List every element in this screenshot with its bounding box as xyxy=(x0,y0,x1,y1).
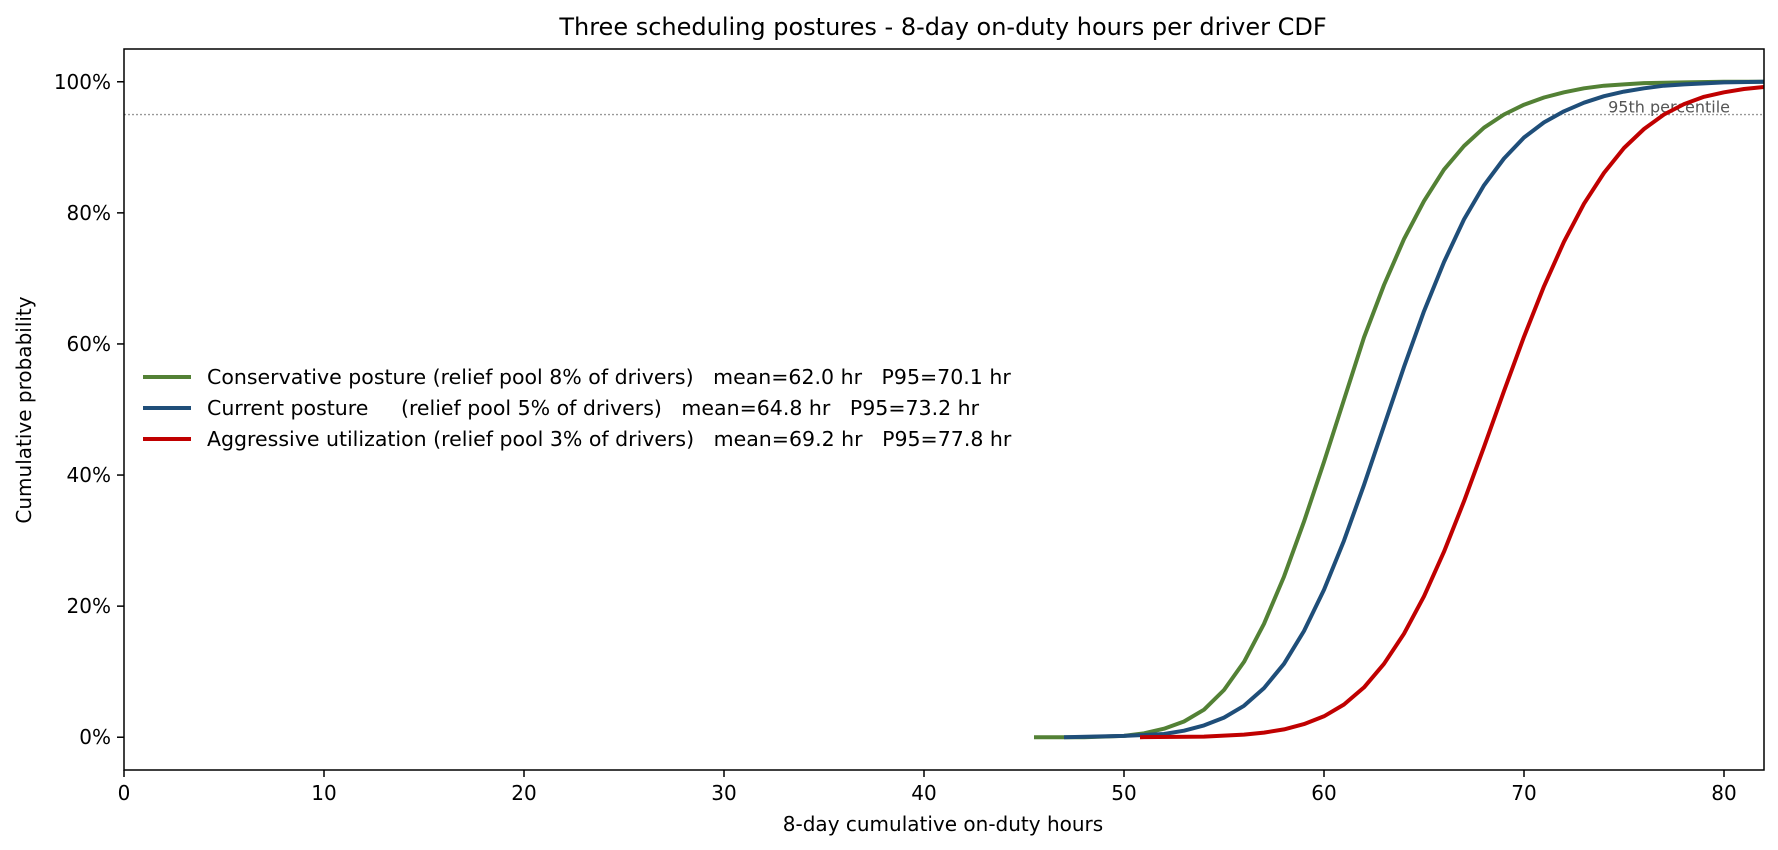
legend-label-3: Aggressive utilization (relief pool 3% o… xyxy=(207,427,1012,451)
x-tick-label: 30 xyxy=(711,781,736,805)
x-tick-label: 0 xyxy=(118,781,131,805)
legend: Conservative posture (relief pool 8% of … xyxy=(143,365,1012,451)
y-tick-label: 100% xyxy=(54,70,111,94)
plot-frame xyxy=(123,48,1765,771)
x-tick-label: 10 xyxy=(311,781,336,805)
y-axis: 0% 20% 40% 60% 80% 100% xyxy=(54,70,124,749)
series-line-2 xyxy=(1063,79,1764,740)
legend-label-1: Conservative posture (relief pool 8% of … xyxy=(207,365,1011,389)
y-tick-label: 0% xyxy=(79,725,111,749)
x-tick-label: 60 xyxy=(1311,781,1336,805)
x-tick-label: 50 xyxy=(1111,781,1136,805)
y-tick-label: 40% xyxy=(67,463,111,487)
x-tick-label: 70 xyxy=(1511,781,1536,805)
x-tick-label: 20 xyxy=(511,781,536,805)
x-axis: 0 10 20 30 40 50 60 70 80 xyxy=(118,770,1737,805)
x-axis-label: 8-day cumulative on-duty hours xyxy=(783,812,1103,836)
reference-layer: 95th percentile xyxy=(124,98,1764,117)
series-line-3 xyxy=(1139,85,1764,740)
x-tick-label: 80 xyxy=(1711,781,1736,805)
y-tick-label: 60% xyxy=(67,332,111,356)
legend-label-2: Current posture (relief pool 5% of drive… xyxy=(207,396,980,420)
chart-title: Three scheduling postures - 8-day on-dut… xyxy=(558,13,1326,41)
y-tick-label: 20% xyxy=(67,594,111,618)
y-axis-label: Cumulative probability xyxy=(12,296,36,523)
series-layer xyxy=(1034,79,1764,740)
y-tick-label: 80% xyxy=(67,201,111,225)
series-line-1 xyxy=(1034,79,1764,740)
reference-line-label: 95th percentile xyxy=(1608,98,1730,117)
x-tick-label: 40 xyxy=(911,781,936,805)
